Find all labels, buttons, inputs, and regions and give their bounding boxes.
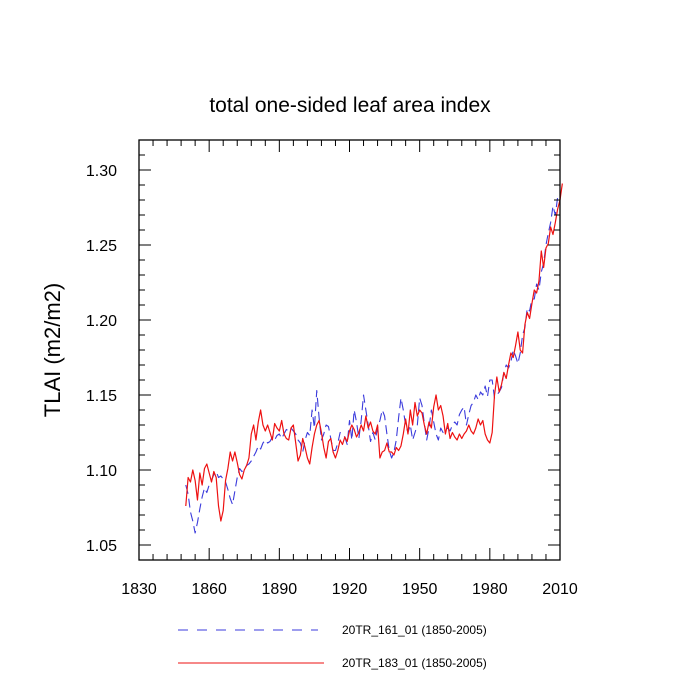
y-tick-label: 1.20 — [86, 313, 117, 330]
y-axis-label: TLAI (m2/m2) — [40, 283, 65, 417]
legend-label-161: 20TR_161_01 (1850-2005) — [342, 623, 487, 637]
x-tick-label: 1950 — [402, 581, 438, 598]
x-tick-label: 1830 — [121, 581, 157, 598]
legend-label-183: 20TR_183_01 (1850-2005) — [342, 656, 487, 670]
y-tick-label: 1.15 — [86, 388, 117, 405]
tick-layer — [138, 139, 561, 561]
x-tick-label: 1920 — [332, 581, 368, 598]
y-tick-label: 1.10 — [86, 463, 117, 480]
chart-title: total one-sided leaf area index — [209, 94, 491, 117]
legend: 20TR_161_01 (1850-2005) 20TR_183_01 (185… — [178, 623, 487, 670]
y-tick-label: 1.25 — [86, 238, 117, 255]
x-tick-label: 2010 — [542, 581, 578, 598]
plot-area: 1830 1860 1890 1920 1950 1980 2010 1.05 1.10 1.15… — [86, 139, 578, 598]
y-tick-label: 1.30 — [86, 163, 117, 180]
x-tick-label: 1860 — [191, 581, 227, 598]
series-line-161 — [185, 196, 559, 534]
x-tick-label: 1890 — [262, 581, 298, 598]
y-tick-label: 1.05 — [86, 538, 117, 555]
series-layer — [185, 183, 563, 534]
series-line-183 — [185, 183, 563, 522]
x-tick-label: 1980 — [472, 581, 508, 598]
tick-label-layer: 1830 1860 1890 1920 1950 1980 2010 1.05 1.10 1.15… — [86, 163, 578, 598]
